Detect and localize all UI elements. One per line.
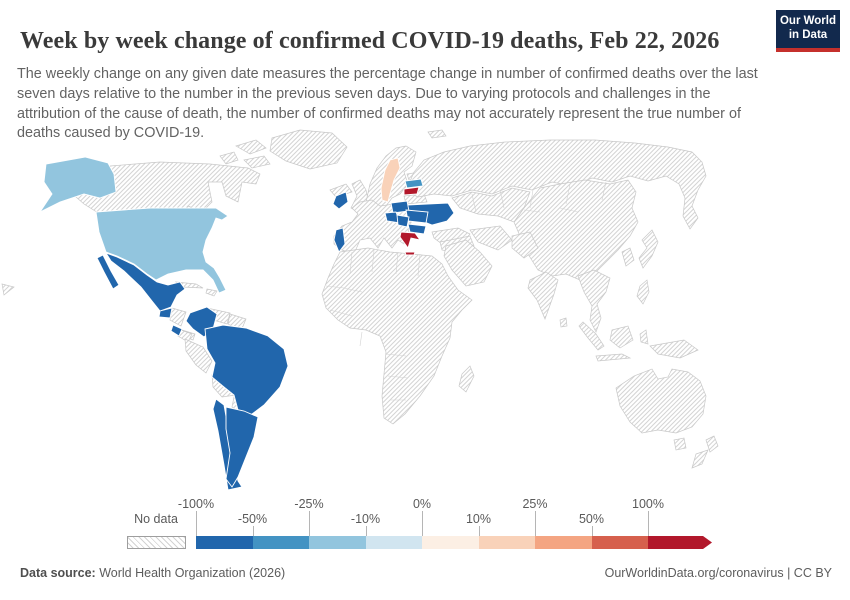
country-china-mongolia[interactable]	[513, 179, 639, 281]
country-honduras-nicaragua[interactable]	[169, 307, 187, 327]
country-korea[interactable]	[621, 247, 635, 267]
country-brazil[interactable]	[204, 324, 289, 418]
legend-tick-50: 50%	[578, 512, 605, 526]
country-japan[interactable]	[638, 229, 659, 269]
country-sri-lanka[interactable]	[559, 317, 568, 328]
country-greece[interactable]	[399, 231, 422, 256]
legend-tick-100: 100%	[632, 497, 664, 511]
no-data-label: No data	[134, 512, 178, 526]
legend-tick-25: 25%	[522, 497, 548, 511]
country-russia[interactable]	[407, 139, 707, 230]
map-legend: No data -100% -50% -25% -10% 0% 10% 25% …	[0, 495, 850, 555]
legend-bin-9-arrow[interactable]	[648, 536, 712, 549]
data-source: Data source: World Health Organization (…	[20, 566, 285, 580]
legend-bin-7[interactable]	[535, 536, 592, 549]
legend-tickmark	[422, 511, 423, 536]
owid-logo-red-bar	[776, 48, 840, 52]
legend-tick-0: 0%	[412, 497, 432, 511]
legend-tickmark	[478, 526, 480, 536]
region-africa[interactable]	[321, 247, 473, 425]
region-indonesia[interactable]	[578, 321, 649, 362]
country-lithuania[interactable]	[403, 186, 420, 196]
region-greenland[interactable]	[269, 129, 348, 170]
region-arabian-peninsula[interactable]	[443, 239, 493, 287]
legend-bin-1[interactable]	[196, 536, 253, 549]
country-portugal[interactable]	[333, 227, 346, 253]
legend-bin-3[interactable]	[309, 536, 366, 549]
country-iran[interactable]	[469, 225, 513, 251]
legend-tickmark	[309, 511, 310, 536]
country-iceland[interactable]	[329, 183, 353, 198]
legend-bin-8[interactable]	[591, 536, 648, 549]
legend-bin-5[interactable]	[422, 536, 479, 549]
region-arctic-islands[interactable]	[219, 129, 447, 169]
country-latvia[interactable]	[404, 178, 424, 189]
country-madagascar[interactable]	[458, 365, 475, 393]
country-alaska-united-states[interactable]	[38, 156, 117, 214]
legend-tick--10: -10%	[350, 512, 381, 526]
legend-bin-2[interactable]	[252, 536, 309, 549]
country-peru[interactable]	[184, 338, 213, 374]
country-new-zealand[interactable]	[691, 435, 719, 469]
country-afghanistan-pakistan[interactable]	[511, 231, 539, 259]
world-map	[1, 129, 719, 491]
country-costa-rica[interactable]	[170, 324, 183, 337]
legend-tickmark	[365, 526, 367, 536]
country-australia[interactable]	[615, 368, 707, 451]
country-borders-decoration	[325, 181, 607, 401]
legend-tickmark	[196, 511, 197, 536]
chart-subtitle: The weekly change on any given date meas…	[17, 66, 758, 142]
legend-tick--50: -50%	[237, 512, 268, 526]
owid-logo-box: Our World in Data	[776, 10, 840, 48]
data-source-value: World Health Organization (2026)	[95, 566, 286, 580]
region-indochina[interactable]	[577, 269, 611, 333]
no-data-swatch[interactable]	[127, 536, 186, 549]
owid-logo-line1: Our World	[779, 15, 836, 28]
page-title: Week by week change of confirmed COVID-1…	[20, 28, 720, 55]
country-mexico[interactable]	[96, 252, 186, 312]
country-serbia[interactable]	[396, 214, 410, 228]
country-romania[interactable]	[405, 209, 429, 224]
legend-tickmark	[648, 511, 649, 536]
legend-tickmark	[252, 526, 254, 536]
legend-tickmark	[591, 526, 593, 536]
country-india[interactable]	[527, 271, 559, 320]
country-sweden[interactable]	[380, 157, 401, 203]
legend-tick--25: -25%	[294, 497, 324, 511]
region-chukotka-fragment	[1, 283, 15, 296]
data-source-label: Data source:	[20, 566, 96, 580]
owid-logo-line2: in Data	[788, 29, 828, 41]
country-bulgaria[interactable]	[407, 223, 427, 235]
legend-bin-6[interactable]	[478, 536, 535, 549]
legend-tick-10: 10%	[465, 512, 492, 526]
owid-logo[interactable]: Our World in Data	[776, 10, 840, 52]
country-hispaniola[interactable]	[205, 288, 218, 297]
country-ireland[interactable]	[332, 191, 349, 210]
country-philippines[interactable]	[636, 279, 650, 305]
country-argentina[interactable]	[225, 406, 259, 488]
legend-tick--100: -100%	[177, 497, 215, 511]
legend-bin-4[interactable]	[365, 536, 422, 549]
legend-tickmark	[535, 511, 536, 536]
country-guatemala[interactable]	[158, 307, 173, 319]
country-papua-new-guinea[interactable]	[649, 339, 699, 359]
owid-link-license[interactable]: OurWorldinData.org/coronavirus | CC BY	[604, 566, 832, 580]
country-united-states[interactable]	[95, 207, 229, 294]
